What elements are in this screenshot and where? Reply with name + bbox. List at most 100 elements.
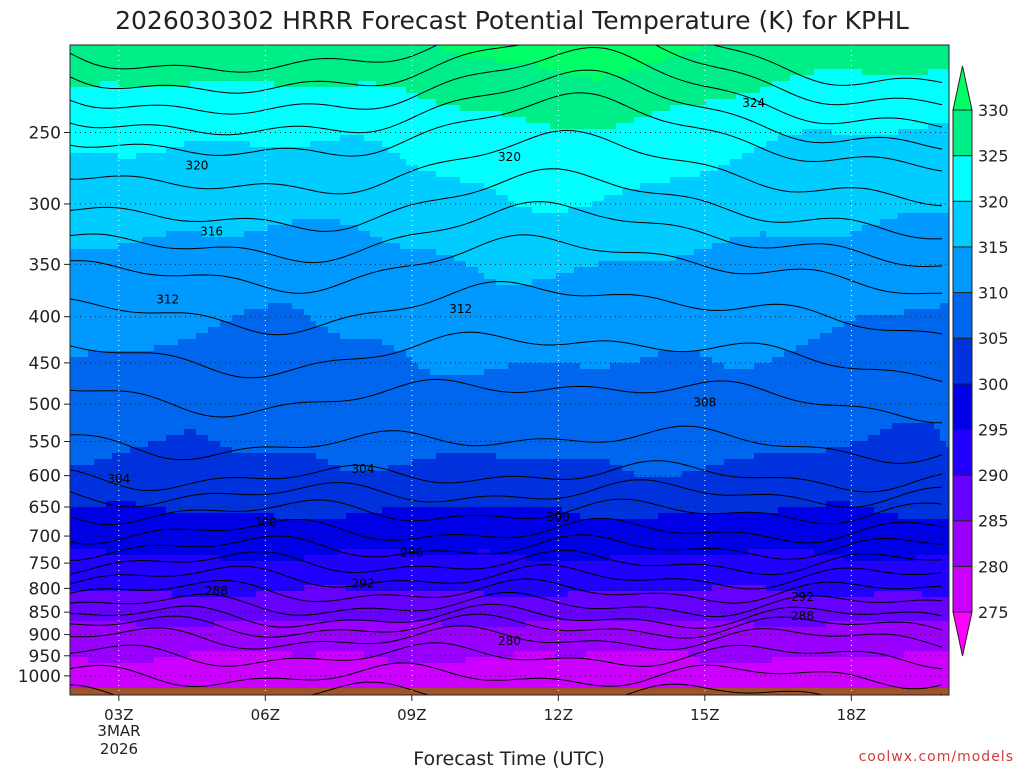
theta-cell-1027 [124, 321, 131, 328]
theta-cell-4539 [316, 465, 323, 472]
theta-cell-3855 [280, 285, 287, 292]
theta-cell-3291 [250, 171, 257, 178]
theta-cell-2460 [202, 417, 209, 424]
theta-cell-243 [82, 195, 89, 202]
theta-cell-448 [94, 117, 101, 124]
theta-cell-836 [112, 483, 119, 490]
theta-cell-3120 [238, 453, 245, 460]
theta-cell-4438 [310, 513, 317, 520]
theta-cell-2965 [232, 177, 239, 184]
theta-cell-1107 [130, 147, 137, 154]
theta-cell-658 [106, 69, 113, 76]
theta-cell-2875 [226, 291, 233, 298]
theta-cell-2274 [190, 609, 197, 616]
theta-cell-954 [118, 537, 125, 544]
theta-cell-3127 [238, 495, 245, 502]
theta-cell-1067 [124, 561, 131, 568]
theta-cell-332 [88, 75, 95, 82]
theta-cell-4547 [316, 513, 323, 520]
theta-cell-483 [94, 327, 101, 334]
theta-cell-1690 [160, 375, 167, 382]
theta-cell-1059 [124, 513, 131, 520]
theta-cell-1404 [142, 621, 149, 628]
theta-cell-1937 [172, 549, 179, 556]
theta-cell-699 [106, 315, 113, 322]
theta-cell-2659 [214, 303, 221, 310]
theta-cell-4400 [310, 285, 317, 292]
theta-cell-3346 [250, 501, 257, 508]
theta-cell-148 [76, 279, 83, 286]
theta-cell-4886 [334, 585, 341, 592]
theta-cell-1844 [166, 645, 173, 652]
theta-cell-1081 [124, 645, 131, 652]
theta-cell-2913 [226, 519, 233, 526]
theta-cell-1827 [166, 543, 173, 550]
theta-cell-2742 [220, 147, 227, 154]
theta-cell-2939 [226, 675, 233, 682]
theta-cell-4221 [298, 519, 305, 526]
theta-cell-4381 [310, 171, 317, 178]
theta-cell-2310 [196, 171, 203, 178]
theta-cell-733 [106, 519, 113, 526]
theta-cell-211 [76, 657, 83, 664]
theta-cell-802 [112, 279, 119, 286]
theta-cell-582 [100, 267, 107, 274]
theta-cell-3116 [238, 429, 245, 436]
theta-cell-4158 [298, 141, 305, 148]
theta-cell-1461 [148, 309, 155, 316]
theta-cell-2750 [220, 195, 227, 202]
theta-cell-2450 [202, 357, 209, 364]
theta-cell-3454 [256, 495, 263, 502]
theta-cell-2519 [208, 117, 215, 124]
theta-cell-387 [88, 405, 95, 412]
theta-cell-3561 [262, 483, 269, 490]
theta-cell-849 [112, 561, 119, 568]
theta-cell-2582 [208, 495, 215, 502]
theta-cell-1221 [136, 177, 143, 184]
theta-cell-695 [106, 291, 113, 298]
theta-cell-3644 [268, 327, 275, 334]
theta-cell-3674 [268, 507, 275, 514]
theta-cell-3280 [250, 105, 257, 112]
theta-cell-1819 [166, 495, 173, 502]
theta-cell-3479 [256, 645, 263, 652]
theta-cell-2246 [190, 441, 197, 448]
theta-cell-1317 [142, 99, 149, 106]
theta-cell-4986 [340, 531, 347, 538]
theta-cell-4162 [298, 165, 305, 172]
theta-cell-4332 [304, 531, 311, 538]
theta-cell-3641 [268, 309, 275, 316]
theta-cell-409 [88, 537, 95, 544]
theta-cell-1363 [142, 375, 149, 382]
theta-cell-2202 [190, 177, 197, 184]
theta-cell-4495 [316, 201, 323, 208]
theta-cell-1992 [178, 225, 185, 232]
theta-cell-3061 [238, 99, 245, 106]
theta-cell-3628 [268, 231, 275, 238]
theta-cell-1190 [130, 645, 137, 652]
theta-cell-414 [88, 567, 95, 574]
theta-cell-957 [118, 555, 125, 562]
theta-cell-3274 [250, 69, 257, 76]
theta-cell-3471 [256, 597, 263, 604]
theta-cell-4485 [316, 141, 323, 148]
theta-cell-2084 [184, 123, 191, 130]
theta-cell-1010 [124, 219, 131, 226]
theta-cell-4897 [334, 651, 341, 658]
theta-cell-832 [112, 459, 119, 466]
theta-cell-2867 [226, 243, 233, 250]
theta-cell-1380 [142, 477, 149, 484]
theta-cell-3292 [250, 177, 257, 184]
theta-cell-2824 [220, 639, 227, 646]
theta-cell-3227 [244, 441, 251, 448]
theta-cell-2090 [184, 159, 191, 166]
theta-cell-4590 [322, 117, 329, 124]
theta-cell-1087 [124, 681, 131, 688]
theta-cell-2784 [220, 399, 227, 406]
theta-cell-489 [94, 363, 101, 370]
theta-cell-1417 [148, 45, 155, 52]
theta-cell-591 [100, 321, 107, 328]
theta-cell-4133 [292, 645, 299, 652]
theta-cell-215 [76, 681, 83, 688]
theta-cell-2849 [226, 135, 233, 142]
